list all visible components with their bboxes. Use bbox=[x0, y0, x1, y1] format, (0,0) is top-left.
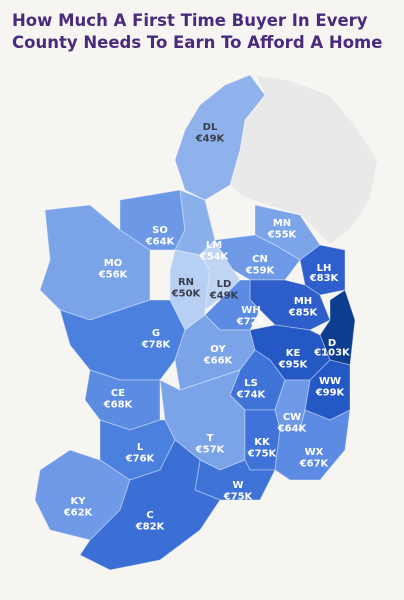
county-code: L bbox=[137, 442, 144, 453]
county-region bbox=[79, 439, 221, 571]
county-value: €103K bbox=[313, 348, 351, 359]
county-value: €64K bbox=[277, 424, 308, 435]
county-value: €64K bbox=[145, 237, 176, 248]
county-code: RN bbox=[178, 277, 194, 288]
county-value: €78K bbox=[141, 340, 172, 351]
county-code: T bbox=[207, 433, 214, 444]
county-code: SO bbox=[152, 225, 168, 236]
county-value: €72K bbox=[236, 317, 267, 328]
county-value: €82K bbox=[135, 522, 166, 533]
county-value: €75K bbox=[223, 492, 254, 503]
county-value: €83K bbox=[309, 273, 340, 284]
county-code: WX bbox=[305, 447, 324, 458]
title: How Much A First Time Buyer In Every Cou… bbox=[12, 11, 383, 52]
county-value: €62K bbox=[63, 508, 94, 519]
county-value: €66K bbox=[203, 356, 234, 367]
county-code: CE bbox=[111, 388, 125, 399]
county-value: €68K bbox=[103, 400, 134, 411]
county-code: LD bbox=[217, 279, 232, 290]
county-region bbox=[274, 409, 351, 481]
county-value: €74K bbox=[236, 390, 267, 401]
county-code: MN bbox=[273, 218, 291, 229]
county-code: CW bbox=[283, 412, 301, 423]
county-value: €75K bbox=[247, 449, 278, 460]
county-value: €54K bbox=[199, 252, 230, 263]
county-value: €50K bbox=[171, 289, 202, 300]
county-code: LM bbox=[206, 240, 222, 251]
county-value: €55K bbox=[267, 230, 298, 241]
county-code: LS bbox=[244, 378, 258, 389]
county-code: MO bbox=[104, 258, 122, 269]
county-value: €57K bbox=[195, 445, 226, 456]
county-value: €59K bbox=[245, 266, 276, 277]
county-region bbox=[174, 74, 266, 201]
county-value: €49K bbox=[195, 134, 226, 145]
county-value: €85K bbox=[288, 308, 319, 319]
county-value: €49K bbox=[209, 291, 240, 302]
county-code: KE bbox=[286, 348, 301, 359]
county-code: KY bbox=[71, 496, 87, 507]
county-value: €56K bbox=[98, 270, 129, 281]
county-value: €95K bbox=[278, 360, 309, 371]
county-code: OY bbox=[210, 344, 226, 355]
county-code: D bbox=[328, 338, 336, 349]
county-code: W bbox=[232, 480, 243, 491]
county-value: €67K bbox=[299, 459, 330, 470]
county-code: DL bbox=[203, 122, 218, 133]
county-value: €76K bbox=[125, 454, 156, 465]
county-value: €99K bbox=[315, 388, 346, 399]
county-code: WH bbox=[241, 305, 260, 316]
county-code: WW bbox=[319, 376, 341, 387]
county-code: CN bbox=[252, 254, 268, 265]
county-code: G bbox=[152, 328, 160, 339]
county-code: MH bbox=[294, 296, 312, 307]
county-code: LH bbox=[317, 263, 332, 274]
county-code: C bbox=[146, 510, 153, 521]
county-code: KK bbox=[254, 437, 271, 448]
